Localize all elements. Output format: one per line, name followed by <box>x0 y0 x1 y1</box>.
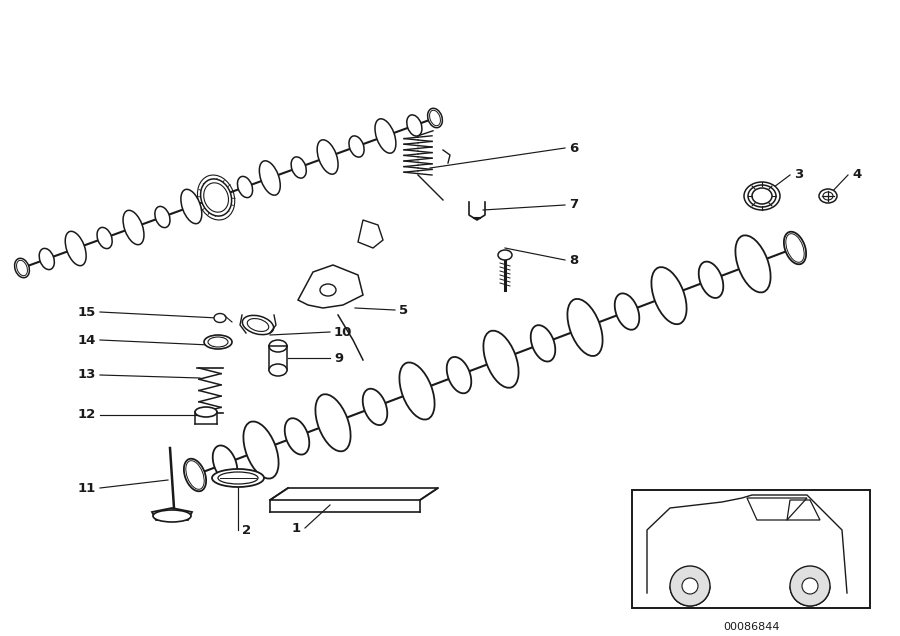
Ellipse shape <box>212 469 264 487</box>
Ellipse shape <box>97 228 112 249</box>
Ellipse shape <box>195 407 217 417</box>
Ellipse shape <box>269 364 287 376</box>
Ellipse shape <box>784 232 806 265</box>
Text: 9: 9 <box>334 352 343 364</box>
Text: 11: 11 <box>77 481 96 495</box>
Text: 8: 8 <box>569 254 578 266</box>
Ellipse shape <box>153 510 191 522</box>
Bar <box>632 490 870 608</box>
Ellipse shape <box>14 258 30 278</box>
Text: 6: 6 <box>569 141 578 155</box>
Ellipse shape <box>201 179 231 216</box>
Ellipse shape <box>483 331 518 388</box>
Ellipse shape <box>208 337 228 347</box>
Ellipse shape <box>181 190 202 224</box>
Ellipse shape <box>269 340 287 352</box>
Text: 7: 7 <box>569 198 578 212</box>
Ellipse shape <box>40 249 54 270</box>
Ellipse shape <box>204 335 232 349</box>
Text: 15: 15 <box>77 305 96 319</box>
Ellipse shape <box>407 115 422 136</box>
Ellipse shape <box>155 207 170 228</box>
Ellipse shape <box>184 459 206 491</box>
Ellipse shape <box>652 267 687 324</box>
Ellipse shape <box>819 189 837 203</box>
Ellipse shape <box>498 250 512 260</box>
Ellipse shape <box>248 319 269 331</box>
Text: 13: 13 <box>77 368 96 382</box>
Ellipse shape <box>735 235 770 293</box>
Ellipse shape <box>400 363 435 420</box>
Text: 00086844: 00086844 <box>723 622 779 632</box>
Ellipse shape <box>123 211 144 245</box>
Ellipse shape <box>349 136 364 157</box>
Ellipse shape <box>615 293 639 329</box>
Text: 10: 10 <box>334 326 353 338</box>
Ellipse shape <box>65 232 86 266</box>
Circle shape <box>670 566 710 606</box>
Ellipse shape <box>752 188 772 204</box>
Ellipse shape <box>284 418 310 455</box>
Text: 12: 12 <box>77 408 96 422</box>
Text: 4: 4 <box>852 169 861 181</box>
Circle shape <box>802 578 818 594</box>
Ellipse shape <box>531 325 555 361</box>
Text: 3: 3 <box>794 169 803 181</box>
Ellipse shape <box>243 422 279 478</box>
Ellipse shape <box>242 315 274 335</box>
Circle shape <box>682 578 698 594</box>
Text: 2: 2 <box>242 523 251 537</box>
Text: 1: 1 <box>292 522 301 534</box>
Ellipse shape <box>446 357 472 393</box>
Circle shape <box>790 566 830 606</box>
Ellipse shape <box>315 394 351 452</box>
Ellipse shape <box>238 176 253 198</box>
Ellipse shape <box>823 192 833 200</box>
Ellipse shape <box>567 299 603 356</box>
Ellipse shape <box>259 161 280 195</box>
Ellipse shape <box>212 445 238 482</box>
Ellipse shape <box>375 119 396 153</box>
Text: 14: 14 <box>77 333 96 347</box>
Text: 5: 5 <box>399 303 408 317</box>
Ellipse shape <box>317 140 338 174</box>
Ellipse shape <box>428 108 443 128</box>
Ellipse shape <box>363 389 387 425</box>
Ellipse shape <box>320 284 336 296</box>
Ellipse shape <box>698 261 724 298</box>
Ellipse shape <box>214 314 226 322</box>
Ellipse shape <box>748 185 776 207</box>
Ellipse shape <box>218 472 258 484</box>
Ellipse shape <box>291 157 306 178</box>
Ellipse shape <box>744 182 780 210</box>
